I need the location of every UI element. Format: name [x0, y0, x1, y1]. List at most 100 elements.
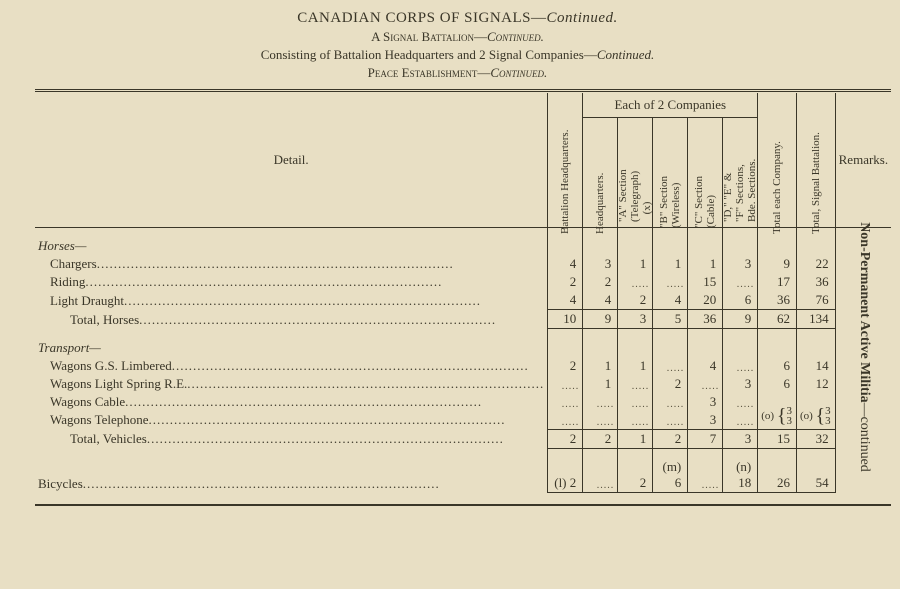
cell: 2 [653, 429, 688, 448]
header-sub3-cont: Continued. [490, 65, 547, 80]
cell: 3 [723, 429, 758, 448]
row-wagons-ls: Wagons Light Spring R.E. ..... 1 ..... 2… [35, 375, 891, 393]
col-c-section: "C" Section(Cable) [688, 117, 723, 227]
header-line-3: Consisting of Battalion Headquarters and… [35, 47, 880, 63]
label-wag-gs: Wagons G.S. Limbered [50, 358, 172, 374]
col-total-company: Total each Company. [758, 93, 797, 228]
cell-empty: ..... [723, 393, 758, 411]
group-transport-label: Transport— [35, 339, 548, 357]
signals-table: Detail. Battalion Headquarters. Each of … [35, 89, 891, 506]
cell-empty: ..... [548, 411, 583, 430]
cell: 6 [723, 291, 758, 310]
label-lightdr: Light Draught [50, 293, 124, 309]
col-hq: Headquarters. [583, 117, 618, 227]
row-wagons-gs: Wagons G.S. Limbered 2 1 1 ..... 4 .....… [35, 357, 891, 375]
col-total-bn: Total, Signal Battalion. [796, 93, 835, 228]
cell: 9 [758, 255, 797, 273]
cell: 26 [758, 458, 797, 493]
cell: 7 [688, 429, 723, 448]
cell: 36 [796, 273, 835, 291]
cell: 3 [723, 375, 758, 393]
cell: 6 [758, 357, 797, 375]
cell-empty: ..... [653, 393, 688, 411]
cell-empty: ..... [723, 357, 758, 375]
cell: (m) 6 [653, 458, 688, 493]
header-cont: Continued. [547, 10, 618, 26]
cell: 2 [548, 357, 583, 375]
label-wag-tel: Wagons Telephone [50, 412, 149, 428]
cell-empty: ..... [583, 458, 618, 493]
cell: 17 [758, 273, 797, 291]
row-bicycles: Bicycles (l) 2 ..... 2 (m) 6 ..... (n) 1… [35, 458, 891, 493]
rail-title: Non-Permanent Active Militia—continued [856, 222, 872, 472]
header-sub1-cont: Continued. [487, 29, 544, 44]
cell: 2 [583, 273, 618, 291]
cell-empty: ..... [618, 375, 653, 393]
cell: 76 [796, 291, 835, 310]
cell: 5 [653, 310, 688, 329]
cell: 134 [796, 310, 835, 329]
label-total-vehicles: Total, Vehicles [70, 431, 147, 447]
cell: 4 [548, 255, 583, 273]
cell: 1 [583, 357, 618, 375]
cell: 3 [688, 393, 723, 411]
label-wag-ls: Wagons Light Spring R.E. [50, 376, 187, 392]
cell-empty: ..... [723, 411, 758, 430]
row-riding: Riding 2 2 ..... ..... 15 ..... 17 36 [35, 273, 891, 291]
document-page: CANADIAN CORPS OF SIGNALS—Continued. A S… [0, 0, 900, 552]
cell: 15 [758, 429, 797, 448]
cell-empty: ..... [653, 273, 688, 291]
table-area: Detail. Battalion Headquarters. Each of … [35, 89, 891, 506]
cell: 2 [548, 429, 583, 448]
cell: 3 [583, 255, 618, 273]
cell-empty: ..... [618, 411, 653, 430]
cell: 4 [653, 291, 688, 310]
cell: 10 [548, 310, 583, 329]
cell-empty: ..... [653, 357, 688, 375]
cell: 4 [688, 357, 723, 375]
cell: 20 [688, 291, 723, 310]
cell-empty: ..... [653, 411, 688, 430]
col-remarks-header: Remarks. [835, 93, 891, 228]
brace-note: (o) [761, 410, 774, 422]
rail-title-cont: —continued [857, 403, 872, 472]
col-def-sections: "D," "E" &"F" Sections,Bde. Sections. [723, 117, 758, 227]
cell: 36 [758, 291, 797, 310]
row-total-vehicles: Total, Vehicles 2 2 1 2 7 3 15 32 [35, 429, 891, 448]
label-wag-cable: Wagons Cable [50, 394, 125, 410]
cell: 62 [758, 310, 797, 329]
label-bicycles: Bicycles [38, 476, 83, 492]
cell: 3 [618, 310, 653, 329]
header-line-2: A Signal Battalion—Continued. [35, 29, 880, 45]
row-light-draught: Light Draught 4 4 2 4 20 6 36 76 [35, 291, 891, 310]
cell: 1 [618, 357, 653, 375]
cell: 54 [796, 458, 835, 493]
cell-empty: ..... [618, 393, 653, 411]
cell: 9 [723, 310, 758, 329]
group-horses-label: Horses— [35, 237, 548, 255]
col-bn-hq: Battalion Headquarters. [548, 93, 583, 228]
cell: 2 [548, 273, 583, 291]
cell: 2 [618, 458, 653, 493]
cell-empty: ..... [618, 273, 653, 291]
cell: 22 [796, 255, 835, 273]
cell: 1 [653, 255, 688, 273]
cell: 2 [653, 375, 688, 393]
cell: 1 [583, 375, 618, 393]
col-detail-header: Detail. [35, 93, 548, 228]
cell-empty: ..... [688, 375, 723, 393]
cell-empty: ..... [583, 411, 618, 430]
cell: 2 [583, 429, 618, 448]
row-wagons-cable: Wagons Cable ..... ..... ..... ..... 3 .… [35, 393, 891, 411]
brace-bot: 3 [825, 415, 831, 427]
cell: 4 [583, 291, 618, 310]
cell-brace-company: (o) {33 [758, 393, 797, 430]
cell: 1 [618, 429, 653, 448]
cell: 3 [688, 411, 723, 430]
header-sub1: A Signal Battalion— [371, 29, 487, 44]
cell: 6 [758, 375, 797, 393]
header-sub2-cont: Continued. [597, 47, 654, 62]
rail-title-main: Non-Permanent Active Militia [857, 222, 872, 402]
cell-empty: ..... [583, 393, 618, 411]
cell: 32 [796, 429, 835, 448]
